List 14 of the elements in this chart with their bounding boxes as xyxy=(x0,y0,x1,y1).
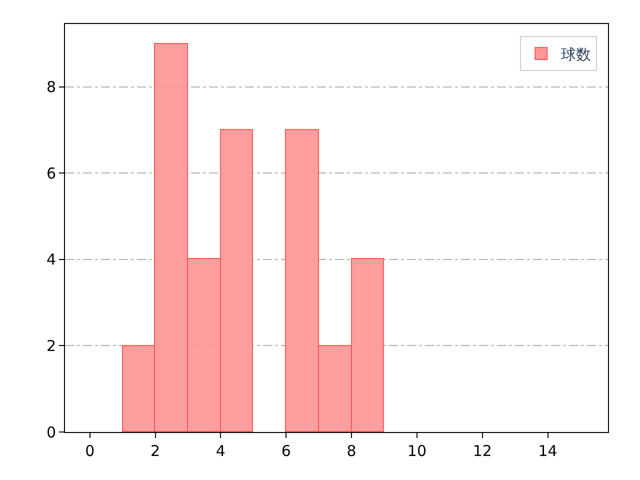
x-tick-label: 10 xyxy=(407,442,427,460)
x-tick-label: 8 xyxy=(346,442,356,460)
x-tick-label: 14 xyxy=(538,442,558,460)
x-tick-label: 4 xyxy=(216,442,226,460)
y-tick-label: 6 xyxy=(46,164,56,182)
y-tick-label: 2 xyxy=(46,336,56,355)
x-tick-label: 6 xyxy=(281,442,291,460)
y-tick-label: 4 xyxy=(46,250,56,269)
y-tick-label: 8 xyxy=(46,78,56,96)
x-tick-label: 0 xyxy=(85,442,95,460)
x-tick-label: 12 xyxy=(472,442,492,460)
y-tick-label: 0 xyxy=(46,423,56,442)
legend-label: 球数 xyxy=(561,45,592,64)
x-tick-label: 2 xyxy=(150,442,160,460)
